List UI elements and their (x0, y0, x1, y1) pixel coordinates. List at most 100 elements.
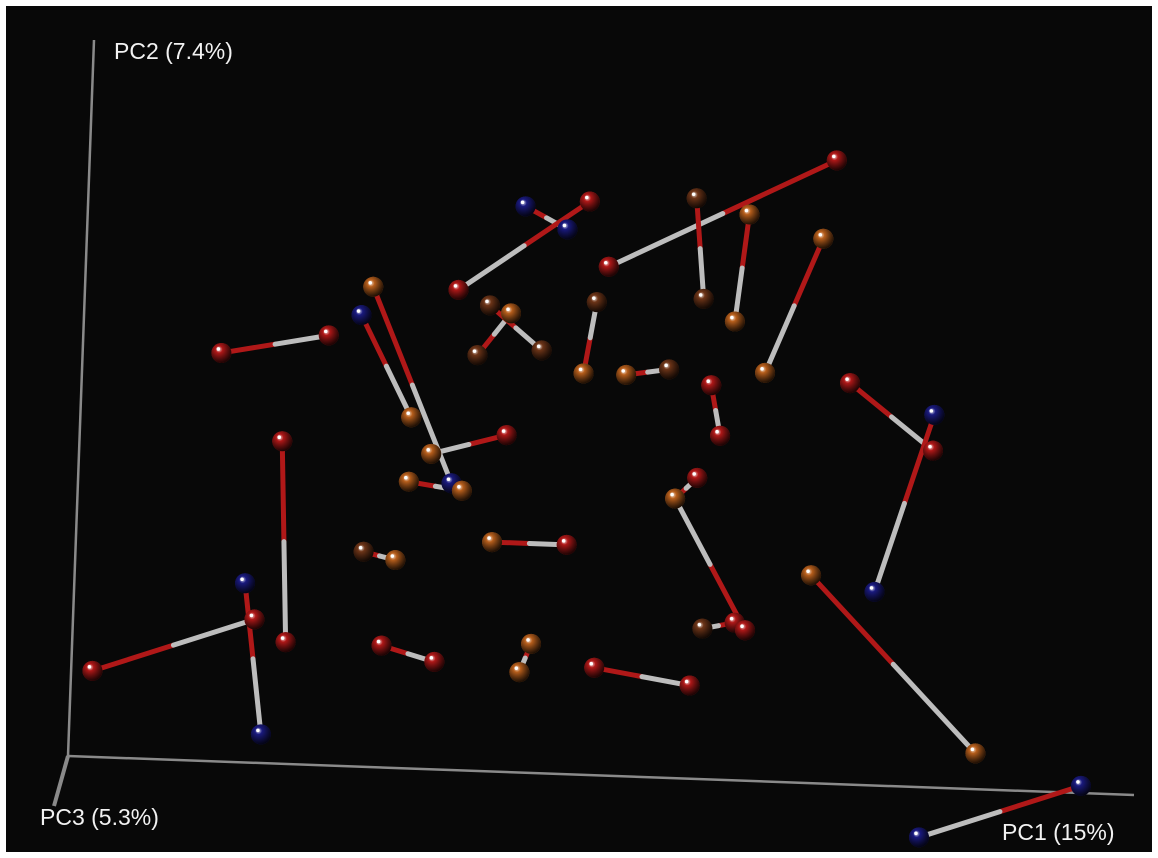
sample-point-shade (401, 407, 422, 428)
sample-point-shade (250, 724, 271, 745)
sample-point-highlight (845, 377, 849, 381)
connector-line-segment (791, 236, 826, 309)
sample-point-highlight (740, 624, 744, 629)
sample-point-shade (687, 467, 708, 488)
pc1-axis-line (67, 754, 1135, 797)
sample-point-highlight (356, 309, 361, 313)
sample-point-highlight (506, 307, 510, 312)
sample-point-highlight (806, 569, 810, 574)
pcoa-scatter-svg (52, 39, 1135, 848)
sample-point-shade (509, 662, 530, 683)
sample-point-highlight (426, 448, 431, 452)
sample-point-shade (755, 362, 776, 383)
sample-point-shade (924, 404, 945, 425)
sample-point-shade (586, 292, 607, 313)
sample-point-shade (244, 609, 265, 630)
sample-point-shade (275, 632, 296, 653)
sample-point-highlight (744, 208, 749, 213)
connector-line-segment (281, 539, 289, 645)
sample-point-highlight (970, 747, 975, 752)
sample-point-shade (479, 295, 500, 316)
sample-point-highlight (358, 545, 363, 550)
connector-line-segment (916, 809, 1003, 840)
sample-point-highlight (277, 435, 282, 440)
connector-line-segment (720, 157, 840, 217)
sample-point-shade (598, 256, 619, 277)
sample-point-shade (908, 827, 929, 848)
sample-point-shade (679, 675, 700, 696)
sample-point-highlight (216, 347, 221, 351)
sample-point-highlight (562, 223, 567, 228)
sample-point-highlight (604, 260, 608, 265)
connector-line-segment (808, 572, 896, 667)
connector-line-segment (890, 661, 978, 756)
connector-line-segment (456, 243, 527, 293)
sample-point-shade (272, 431, 293, 452)
sample-point-highlight (368, 281, 373, 285)
sample-point-shade (923, 440, 944, 461)
sample-point-highlight (404, 475, 408, 480)
sample-point-highlight (280, 636, 285, 640)
sample-point-highlight (87, 665, 92, 669)
sample-point-highlight (929, 409, 934, 413)
sample-point-shade (482, 532, 503, 553)
sample-point-highlight (240, 577, 244, 582)
sample-point-shade (739, 204, 760, 225)
sample-point-highlight (536, 344, 541, 349)
sample-point-highlight (818, 232, 823, 237)
sample-point-shade (801, 565, 822, 586)
sample-point-shade (735, 620, 756, 641)
connector-line-segment (672, 496, 713, 567)
sample-point-shade (659, 359, 680, 380)
sample-point-highlight (1076, 780, 1080, 784)
sample-point-highlight (692, 472, 696, 476)
sample-point-shade (421, 443, 442, 464)
sample-point-shade (467, 345, 488, 366)
sample-point-shade (363, 276, 384, 297)
sample-point-highlight (698, 293, 703, 297)
sample-point-highlight (453, 284, 458, 288)
sample-point-highlight (697, 622, 702, 627)
sample-point-highlight (684, 679, 689, 684)
connector-line-segment (250, 656, 264, 737)
sample-point-highlight (561, 539, 566, 543)
sample-point-highlight (832, 154, 836, 159)
sample-point-shade (573, 363, 594, 384)
sample-point-shade (693, 288, 714, 309)
connector-line-segment (997, 783, 1084, 815)
connector-line-segment (901, 412, 937, 506)
sample-point-highlight (457, 485, 461, 489)
sample-point-highlight (914, 831, 918, 836)
sample-point-shade (351, 305, 372, 326)
sample-point-highlight (585, 195, 589, 200)
sample-point-shade (864, 581, 885, 602)
sample-point-highlight (472, 349, 477, 353)
sample-point-shade (813, 228, 834, 249)
sample-point-shade (557, 219, 578, 240)
axes-layer (52, 39, 1135, 807)
connector-line-segment (409, 382, 454, 486)
pc1-axis-title: PC1 (15%) (1002, 819, 1115, 845)
sample-point-shade (826, 150, 847, 171)
sample-point-highlight (256, 728, 260, 733)
sample-point-shade (531, 340, 552, 361)
sample-point-shade (424, 651, 445, 672)
sample-point-shade (701, 375, 722, 396)
connector-line-segment (370, 284, 415, 388)
sample-point-shade (318, 325, 339, 346)
pc2-axis-line (66, 39, 96, 757)
sample-point-highlight (670, 492, 674, 497)
sample-point-shade (665, 488, 686, 509)
sample-point-highlight (760, 367, 764, 371)
sample-point-shade (556, 534, 577, 555)
sample-point-highlight (249, 613, 254, 618)
sample-point-highlight (520, 200, 525, 205)
sample-point-shade (724, 311, 745, 332)
sample-point-shade (496, 425, 517, 446)
sample-point-shade (82, 660, 103, 681)
sample-point-highlight (928, 444, 932, 449)
sample-point-shade (579, 191, 600, 212)
sample-point-shade (501, 303, 522, 324)
sample-point-highlight (869, 586, 874, 590)
points-layer (82, 150, 1091, 848)
